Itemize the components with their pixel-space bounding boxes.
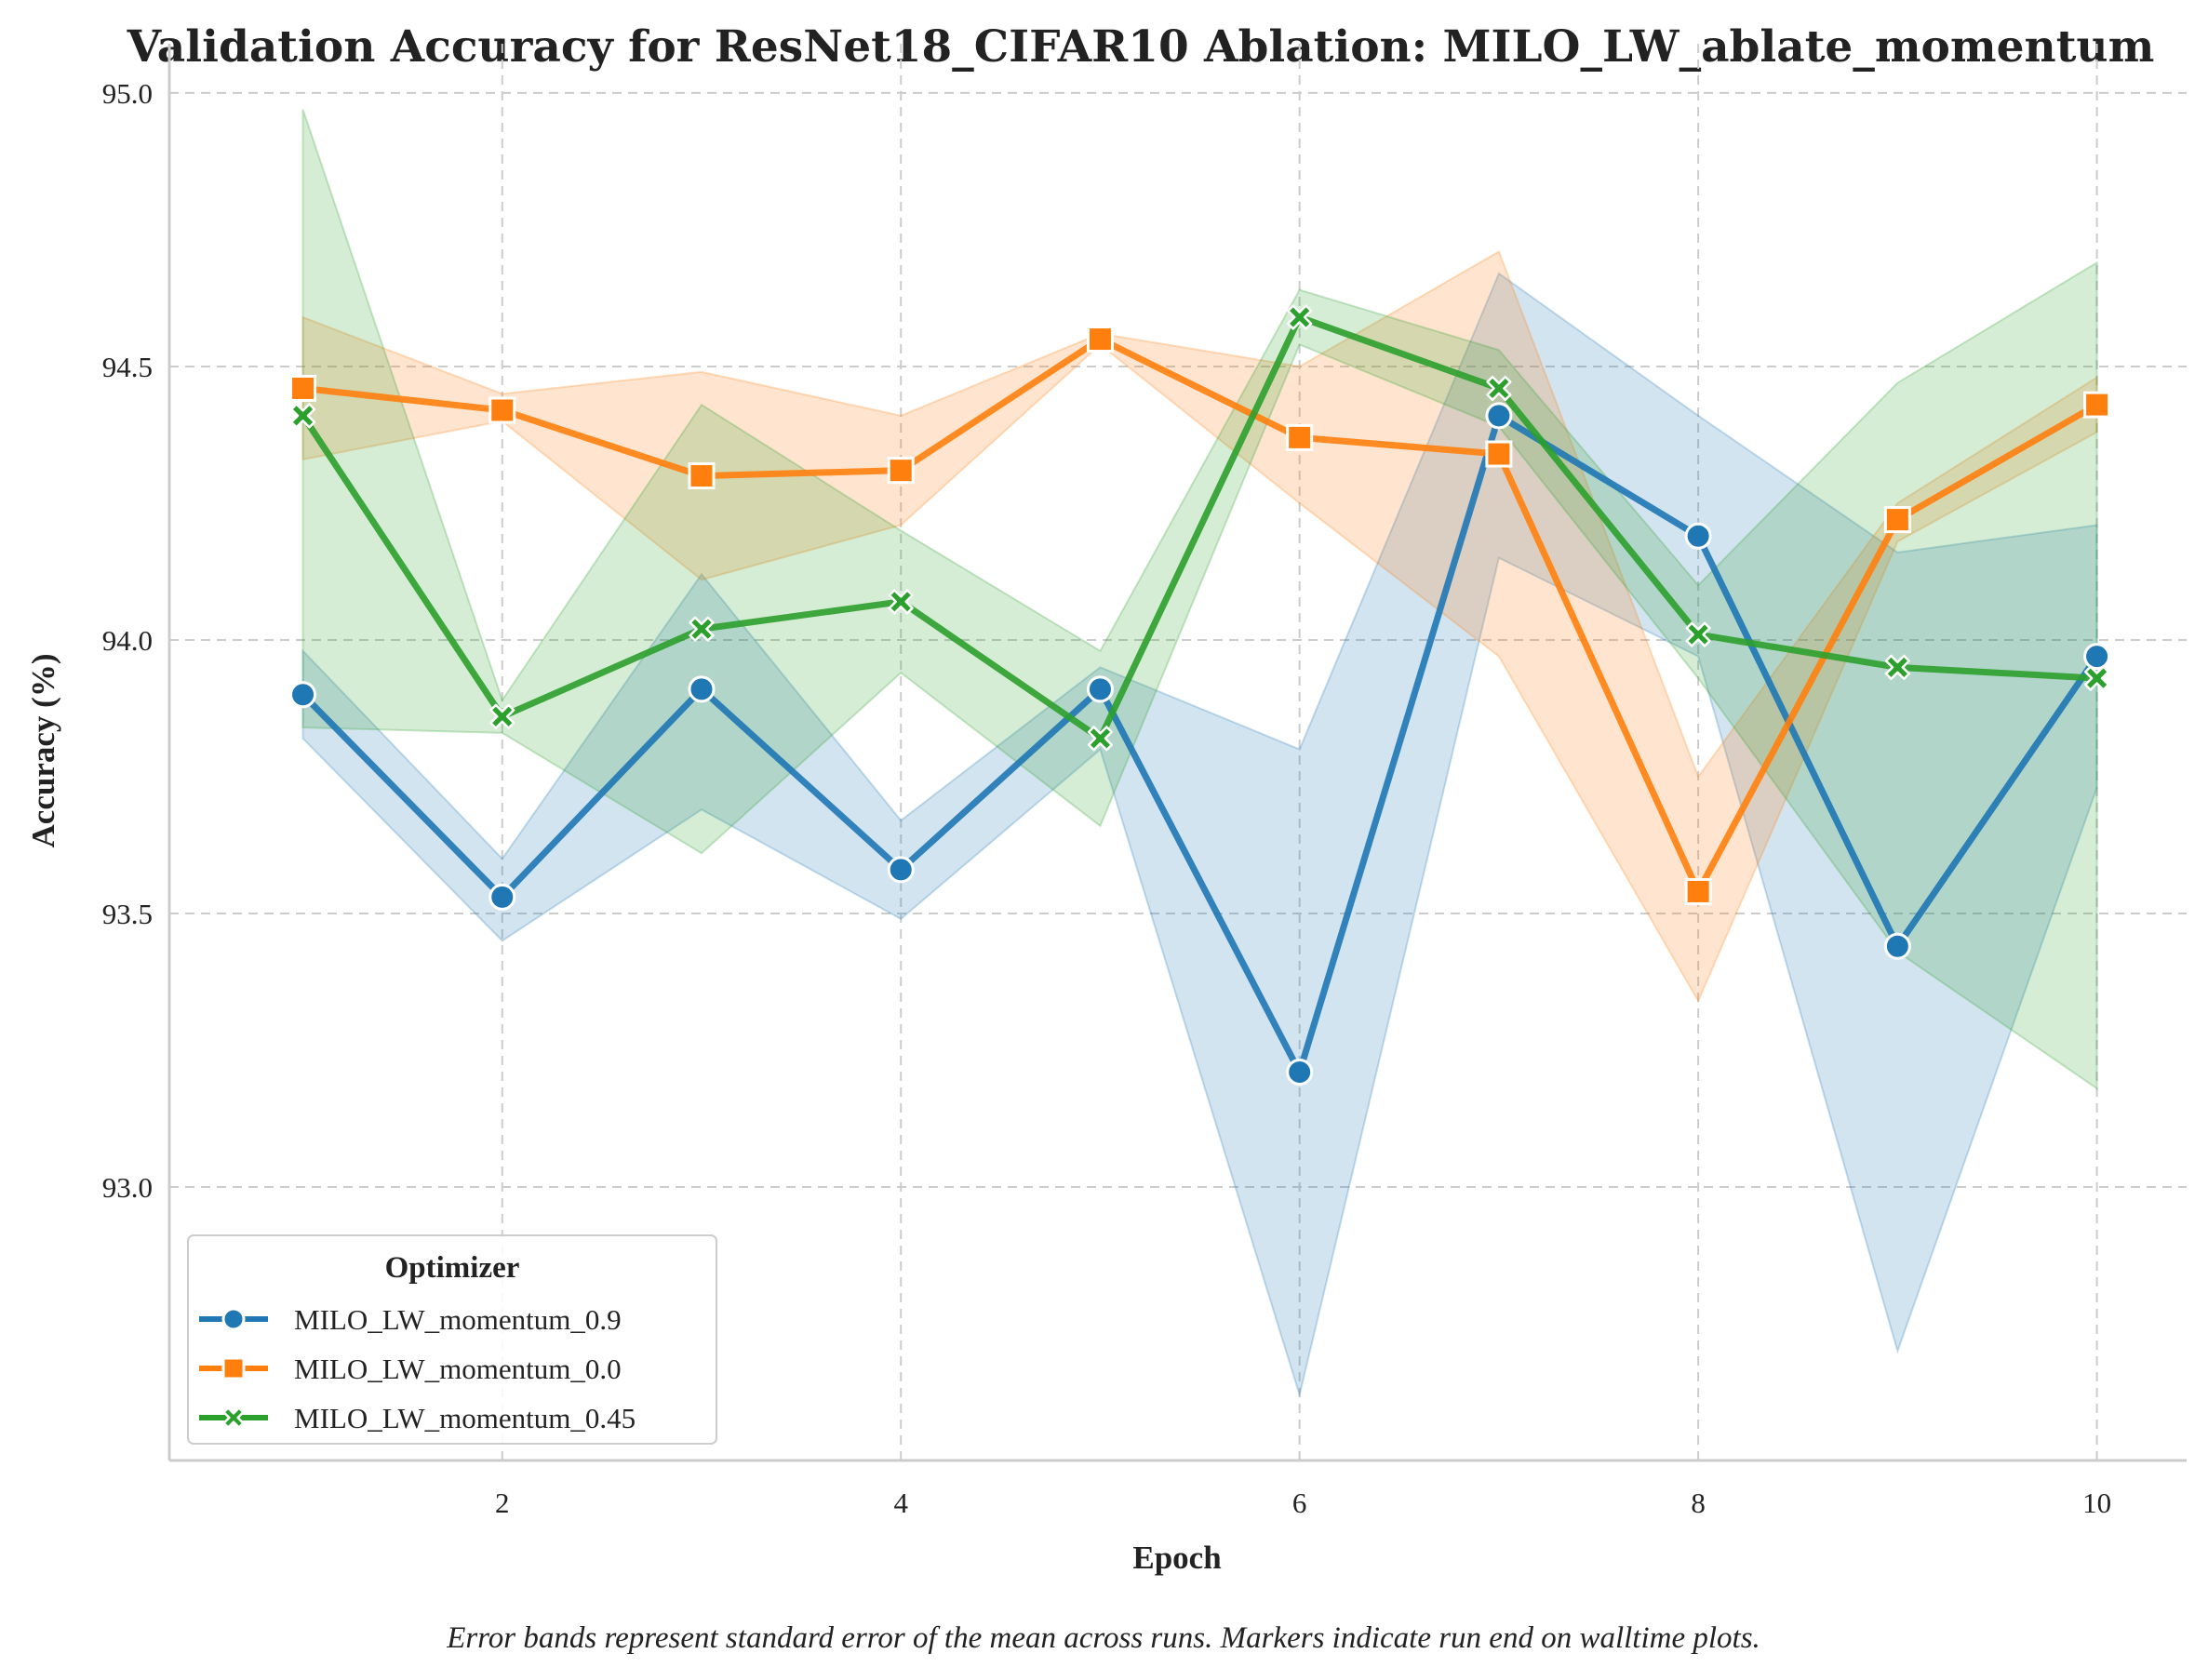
data-point	[488, 883, 516, 911]
legend-marker	[221, 1356, 246, 1380]
data-point	[1684, 877, 1712, 905]
data-point	[1883, 506, 1911, 534]
data-point	[688, 675, 716, 703]
x-axis-label: Epoch	[1132, 1540, 1221, 1576]
x-tick-label: 4	[893, 1487, 908, 1519]
data-point	[688, 462, 716, 490]
data-point	[489, 703, 515, 729]
data-point	[689, 616, 715, 642]
y-axis-label: Accuracy (%)	[25, 654, 61, 848]
data-point	[887, 856, 915, 884]
data-point	[2083, 643, 2111, 671]
data-point	[2084, 665, 2110, 691]
series-line	[300, 313, 2097, 742]
y-tick-label: 95.0	[102, 77, 153, 110]
legend-marker	[222, 1407, 245, 1429]
x-tick-label: 6	[1292, 1487, 1307, 1519]
legend-item: MILO_LW_momentum_0.9	[199, 1303, 622, 1336]
legend-item: MILO_LW_momentum_0.0	[199, 1353, 622, 1385]
x-tick-label: 10	[2082, 1487, 2111, 1519]
error-band	[301, 249, 2098, 1004]
grid-lines	[169, 44, 2187, 1460]
chart-caption: Error bands represent standard error of …	[446, 1621, 1760, 1655]
y-tick-label: 93.0	[102, 1171, 153, 1204]
legend-title: Optimizer	[385, 1251, 520, 1285]
data-point	[2083, 391, 2111, 419]
x-tick-label: 2	[495, 1487, 510, 1519]
error-band	[301, 109, 2098, 1091]
data-point	[1086, 326, 1114, 353]
y-tick-label: 94.5	[102, 351, 153, 383]
legend-label: MILO_LW_momentum_0.9	[294, 1303, 622, 1336]
data-point	[1685, 621, 1711, 647]
data-point	[1883, 932, 1911, 960]
legend-item: MILO_LW_momentum_0.45	[199, 1402, 636, 1434]
legend-label: MILO_LW_momentum_0.45	[294, 1402, 636, 1434]
y-tick-label: 94.0	[102, 624, 153, 657]
error-band	[301, 272, 2098, 1399]
data-point	[1287, 304, 1313, 330]
legend: Optimizer MILO_LW_momentum_0.9 MILO_LW_mom…	[187, 1234, 717, 1445]
axis-spines	[167, 44, 2187, 1462]
series-line	[302, 336, 2099, 895]
data-point	[1684, 522, 1712, 550]
data-point	[289, 374, 317, 402]
data-point	[1485, 440, 1513, 468]
chart-title: Validation Accuracy for ResNet18_CIFAR10…	[127, 21, 2155, 73]
data-point	[1884, 654, 1910, 680]
data-point	[887, 457, 915, 485]
data-point	[1286, 1058, 1314, 1086]
data-point	[1485, 402, 1513, 430]
error-bands	[301, 109, 2098, 1399]
data-point	[888, 589, 914, 615]
data-point	[1087, 726, 1114, 752]
data-point	[289, 681, 317, 709]
data-point	[1486, 375, 1512, 402]
y-tick-label: 93.5	[102, 898, 153, 930]
data-point	[488, 396, 516, 424]
x-tick-label: 8	[1691, 1487, 1706, 1519]
legend-marker	[221, 1307, 246, 1331]
data-point	[1086, 675, 1114, 703]
legend-label: MILO_LW_momentum_0.0	[294, 1353, 622, 1385]
series-line	[301, 412, 2100, 1075]
series-markers	[289, 304, 2111, 1086]
data-point	[1286, 423, 1314, 451]
legend-box	[187, 1234, 717, 1445]
tick-labels: 2 4 6 8 10 93.0 93.5 94.0 94.5 95.0	[102, 77, 2111, 1519]
data-point	[289, 403, 316, 429]
series-lines	[300, 313, 2100, 1075]
